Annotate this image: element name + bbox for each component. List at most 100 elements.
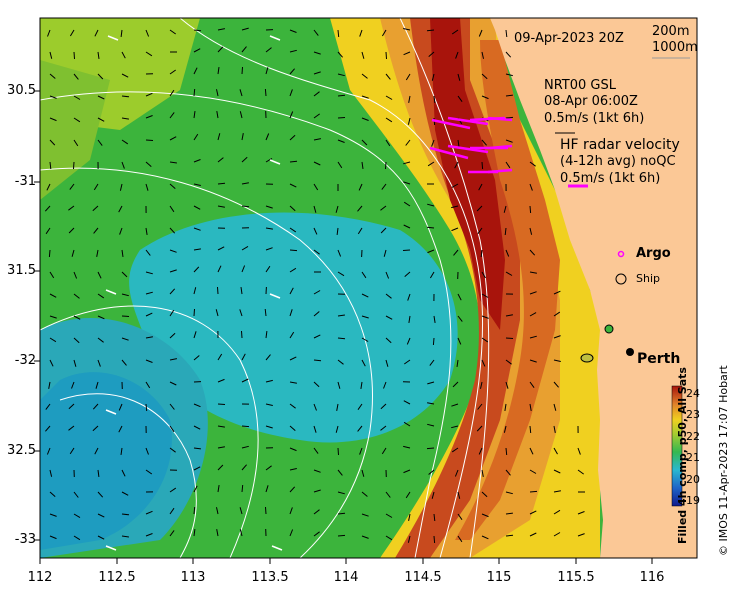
velocity-arrow: [336, 403, 339, 411]
velocity-arrow: [193, 308, 195, 317]
velocity-arrow: [265, 133, 270, 141]
velocity-arrow: [145, 29, 150, 37]
velocity-arrow: [477, 227, 483, 234]
velocity-arrow: [264, 88, 267, 97]
velocity-arrow: [217, 446, 225, 449]
velocity-arrow: [385, 337, 392, 344]
velocity-arrow: [265, 157, 273, 163]
velocity-arrow: [93, 227, 99, 234]
velocity-arrow: [481, 491, 488, 498]
velocity-arrow: [529, 161, 536, 167]
gsl-scale: 0.5m/s (1kt 6h): [544, 111, 645, 126]
velocity-arrow: [337, 337, 346, 340]
velocity-arrow: [71, 249, 75, 257]
velocity-arrow: [427, 402, 435, 405]
velocity-arrow: [361, 359, 366, 367]
velocity-arrow: [385, 513, 393, 518]
velocity-arrow: [403, 181, 411, 185]
velocity-arrow: [169, 249, 177, 253]
velocity-arrow: [73, 315, 81, 320]
velocity-arrow: [553, 335, 561, 339]
velocity-arrow: [433, 535, 436, 544]
velocity-arrow: [426, 29, 435, 32]
velocity-arrow: [385, 117, 393, 123]
velocity-arrow: [289, 309, 293, 317]
velocity-arrow: [169, 309, 175, 317]
velocity-arrow: [69, 447, 75, 455]
velocity-arrow: [97, 359, 101, 367]
velocity-arrow: [193, 111, 196, 119]
velocity-arrow: [480, 381, 483, 389]
velocity-arrow: [217, 286, 219, 295]
velocity-arrow: [145, 227, 148, 235]
velocity-arrow: [193, 48, 201, 53]
velocity-arrow: [403, 469, 411, 474]
velocity-arrow: [505, 271, 513, 276]
velocity-arrow: [529, 183, 533, 191]
velocity-arrow: [97, 491, 104, 498]
x-tick-label: 114.5: [404, 570, 442, 585]
velocity-arrow: [216, 89, 219, 97]
velocity-arrow: [529, 425, 532, 434]
velocity-arrow: [529, 403, 532, 411]
velocity-arrow: [49, 139, 56, 146]
velocity-arrow: [359, 29, 363, 37]
velocity-arrow: [481, 293, 489, 298]
velocity-arrow: [313, 249, 320, 255]
velocity-arrow: [119, 227, 123, 235]
velocity-arrow: [265, 403, 273, 406]
velocity-arrow: [505, 139, 513, 143]
velocity-arrow: [169, 403, 175, 410]
velocity-arrow: [337, 271, 345, 277]
velocity-arrow: [46, 447, 51, 455]
velocity-arrow: [361, 117, 369, 121]
credit-text: © IMOS 11-Apr-2023 17:07 Hobart: [717, 365, 730, 556]
velocity-arrow: [476, 425, 483, 432]
velocity-arrow: [193, 331, 197, 339]
velocity-arrow: [121, 315, 130, 317]
velocity-arrow: [380, 403, 387, 410]
velocity-arrow: [385, 315, 393, 320]
velocity-arrow: [145, 92, 153, 97]
velocity-arrow: [337, 359, 344, 365]
velocity-arrow: [97, 293, 105, 299]
velocity-arrow: [97, 117, 105, 122]
velocity-arrow: [451, 403, 459, 407]
velocity-arrow: [408, 513, 411, 521]
velocity-arrow: [427, 423, 435, 427]
velocity-arrow: [241, 27, 249, 31]
velocity-arrow: [313, 509, 320, 515]
velocity-arrow: [408, 95, 411, 103]
velocity-arrow: [505, 249, 510, 257]
velocity-arrow: [505, 534, 514, 537]
velocity-arrow: [481, 315, 489, 319]
velocity-arrow: [505, 116, 514, 119]
velocity-arrow: [121, 139, 129, 145]
velocity-arrow: [553, 447, 558, 455]
velocity-arrow: [478, 447, 483, 455]
velocity-arrow: [289, 205, 296, 212]
velocity-arrow: [357, 227, 363, 235]
velocity-arrow: [241, 182, 249, 185]
velocity-arrow: [49, 51, 53, 59]
velocity-arrow: [241, 46, 247, 53]
velocity-arrow: [481, 161, 484, 170]
velocity-arrow: [239, 507, 243, 515]
velocity-arrow: [505, 337, 514, 339]
velocity-arrow: [121, 513, 130, 516]
velocity-arrow: [121, 337, 129, 341]
velocity-arrow: [451, 447, 459, 453]
velocity-arrow: [313, 290, 321, 295]
velocity-arrow: [335, 205, 339, 213]
velocity-arrow: [265, 205, 273, 209]
velocity-arrow: [403, 445, 411, 449]
velocity-arrow: [481, 337, 489, 343]
velocity-arrow: [120, 447, 123, 455]
velocity-arrow: [481, 535, 489, 540]
velocity-arrow: [71, 381, 75, 389]
velocity-arrow: [481, 513, 489, 518]
velocity-arrow: [480, 249, 483, 258]
velocity-arrow: [145, 403, 148, 412]
hf-radar-scale: 0.5m/s (1kt 6h): [560, 171, 661, 186]
velocity-arrow: [553, 290, 561, 295]
